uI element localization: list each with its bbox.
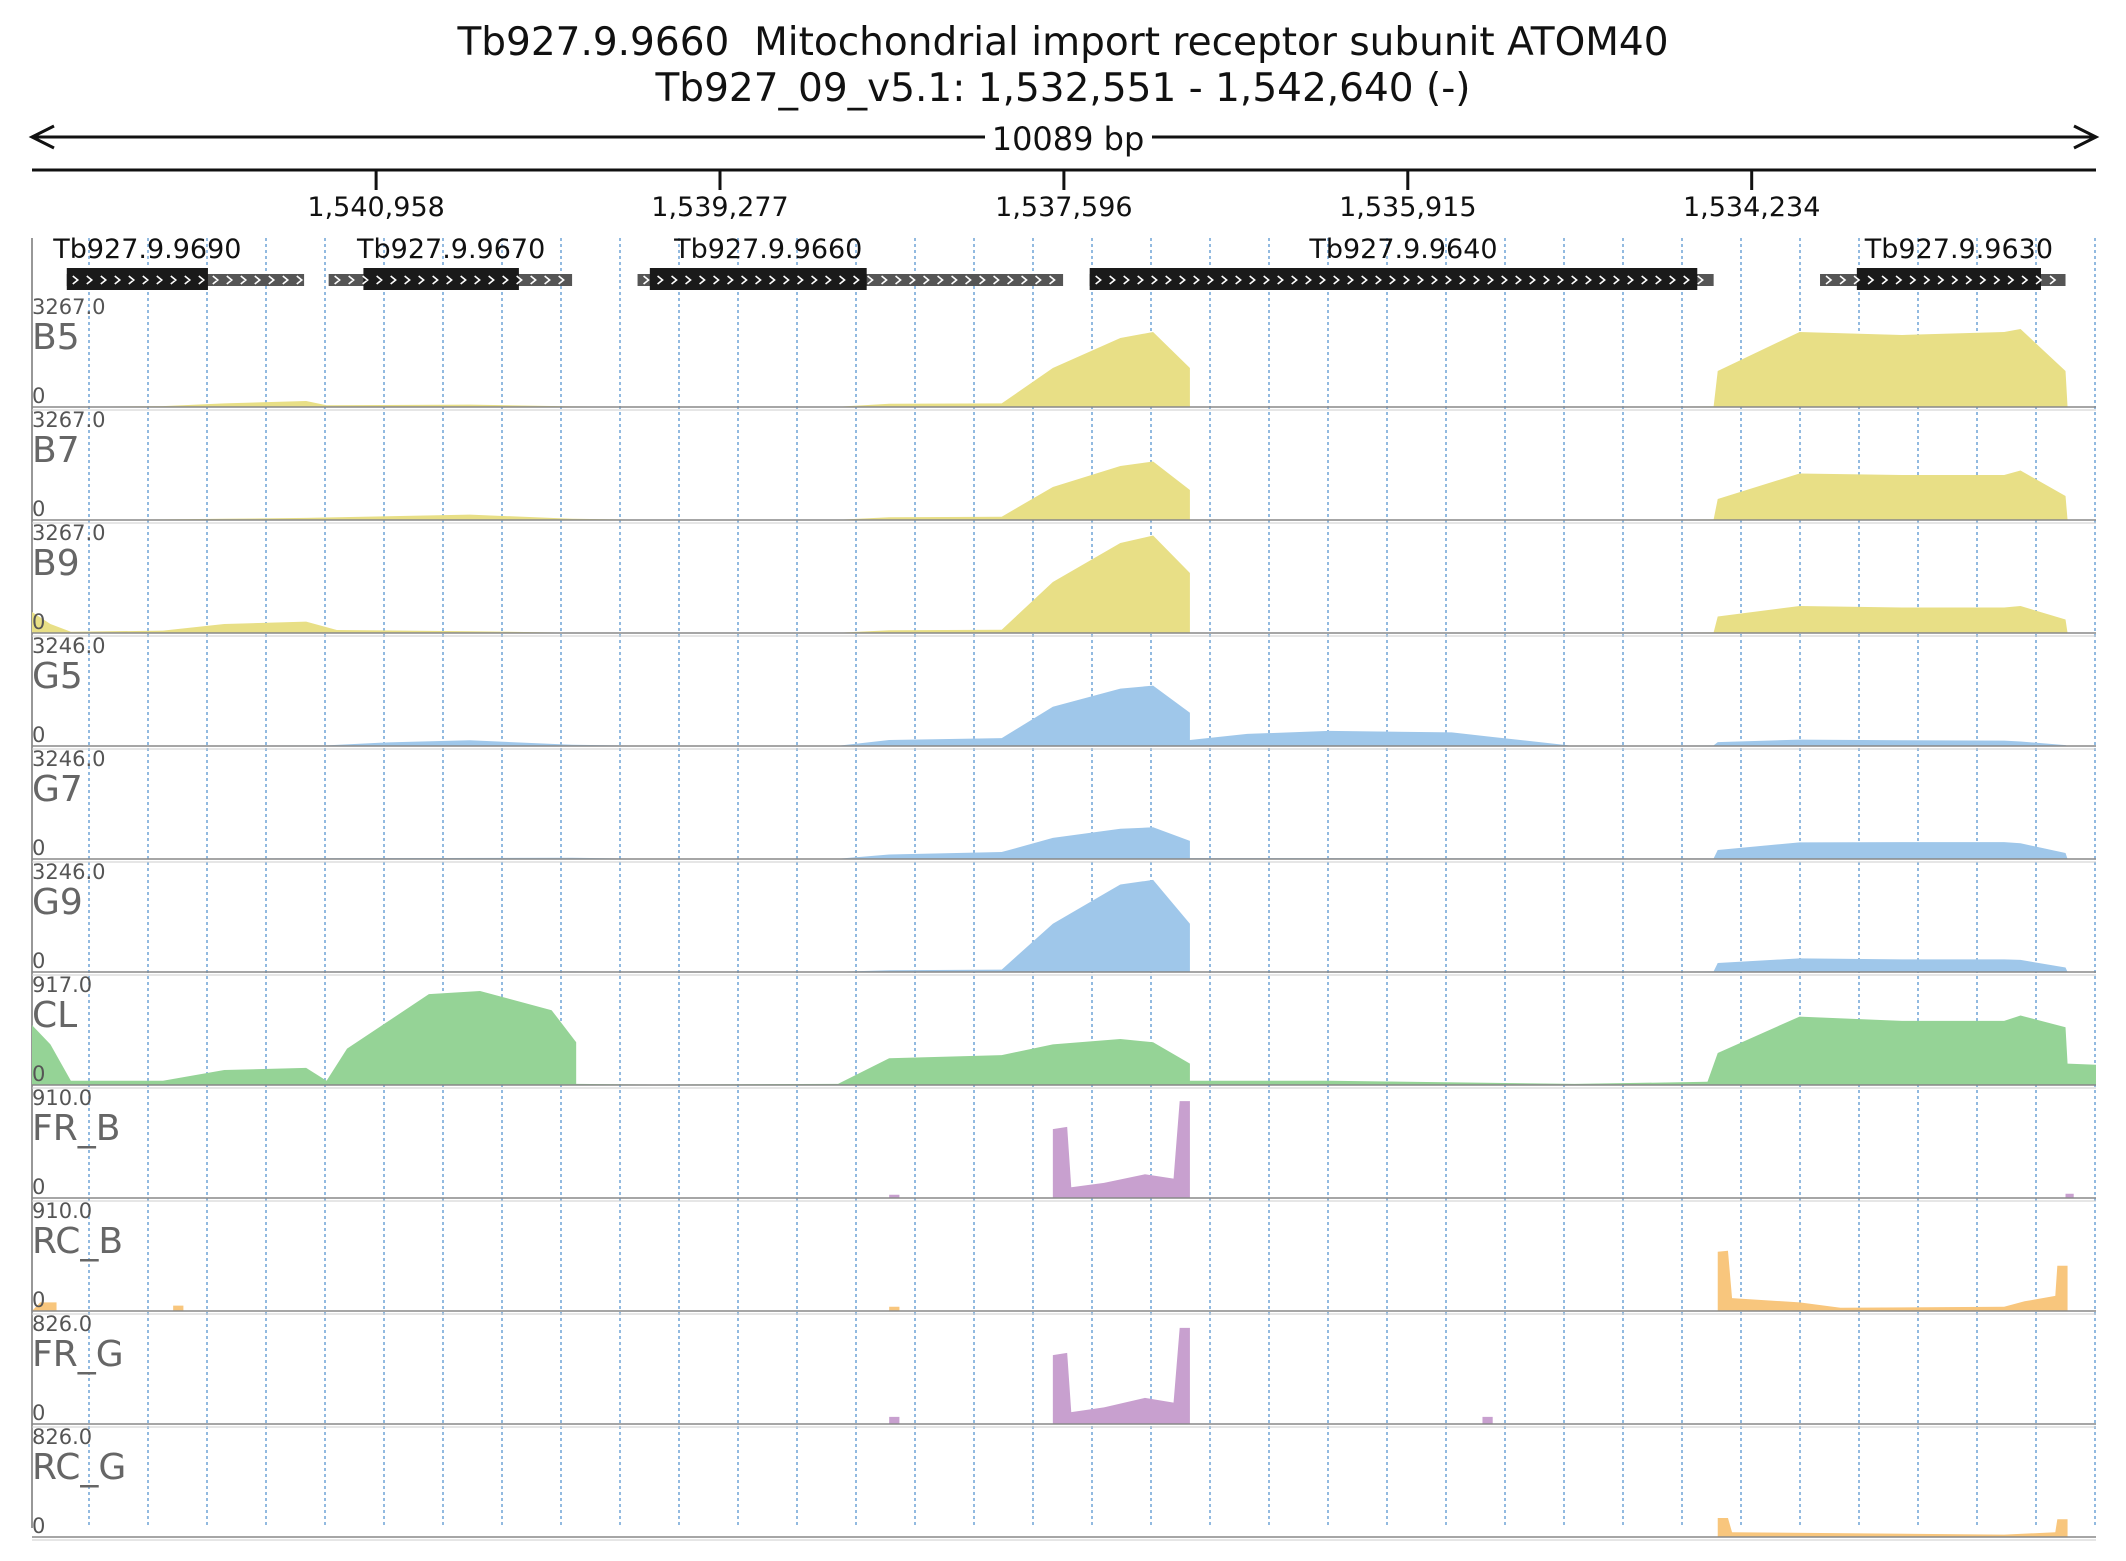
track-name: RC_G <box>32 1447 126 1488</box>
track-b7: 3267.0B7 0 <box>32 408 2096 524</box>
strand-arrows <box>72 275 304 285</box>
strand-arrows <box>643 275 1056 285</box>
gene-label: Tb927.9.9630 <box>1864 234 2053 265</box>
ruler-ticks: 1,540,958 1,539,277 1,537,596 1,535,915 1,53… <box>307 170 1820 223</box>
track-rc-g: 826.0RC_G 0 <box>32 1425 2096 1541</box>
track-min-label: 0 <box>32 949 45 973</box>
track-max-label: 917.0 <box>32 973 92 997</box>
gene-cds <box>66 268 208 290</box>
coverage-tracks: 3267.0B503267.0B703267.0B903246.0G503246… <box>32 295 2096 1541</box>
track-name: RC_B <box>32 1221 123 1262</box>
track-name: G5 <box>32 656 83 697</box>
track-min-label: 0 <box>32 1062 45 1086</box>
scale-arrow-left-head <box>28 124 55 150</box>
coverage-area <box>32 329 2096 407</box>
gene-label: Tb927.9.9690 <box>52 234 241 265</box>
track-min-label: 0 <box>32 384 45 408</box>
track-min-label: 0 <box>32 1514 45 1538</box>
gene: Tb927.9.9630 <box>1820 234 2066 290</box>
gene-cds <box>1856 268 2041 290</box>
title-gene: Tb927.9.9660 Mitochondrial import recept… <box>457 20 1669 65</box>
track-g5: 3246.0G5 0 <box>32 634 2096 750</box>
track-max-label: 3246.0 <box>32 634 105 658</box>
coverage-area <box>32 1250 2096 1311</box>
title-locus: Tb927_09_v5.1: 1,532,551 - 1,542,640 (-) <box>655 66 1471 111</box>
coverage-area <box>32 827 2096 859</box>
track-min-label: 0 <box>32 836 45 860</box>
scale-bar: 10089 bp <box>28 120 2100 158</box>
gene: Tb927.9.9640 <box>1089 234 1714 290</box>
gene-track: Tb927.9.9690 Tb927.9.9670 Tb927.9.9660 Tb92… <box>52 234 2066 290</box>
track-min-label: 0 <box>32 1175 45 1199</box>
ruler-tick-label: 1,535,915 <box>1339 192 1476 223</box>
coverage-area <box>32 990 2096 1085</box>
track-min-label: 0 <box>32 1288 45 1312</box>
coverage-area <box>32 461 2096 520</box>
track-name: FR_G <box>32 1334 124 1375</box>
track-g9: 3246.0G9 0 <box>32 860 2096 976</box>
strand-arrows <box>1825 275 2057 285</box>
track-max-label: 910.0 <box>32 1199 92 1223</box>
track-min-label: 0 <box>32 723 45 747</box>
track-max-label: 3267.0 <box>32 521 105 545</box>
track-name: FR_B <box>32 1108 120 1149</box>
coverage-area <box>32 879 2096 972</box>
gene: Tb927.9.9670 <box>328 234 573 290</box>
track-name: CL <box>32 995 77 1036</box>
track-b5: 3267.0B5 0 <box>32 295 2096 411</box>
grid-lines <box>31 238 2096 1528</box>
track-max-label: 910.0 <box>32 1086 92 1110</box>
track-min-label: 0 <box>32 497 45 521</box>
scale-arrow-right-head <box>2073 124 2100 150</box>
ruler-tick-label: 1,534,234 <box>1683 192 1820 223</box>
track-min-label: 0 <box>32 1401 45 1425</box>
strand-arrows <box>334 275 565 285</box>
figure-title: Tb927.9.9660 Mitochondrial import recept… <box>0 20 2126 112</box>
track-name: G9 <box>32 882 83 923</box>
track-name: B5 <box>32 317 80 358</box>
gene-label: Tb927.9.9670 <box>356 234 545 265</box>
track-name: B7 <box>32 430 80 471</box>
scale-length-label: 10089 bp <box>992 120 1145 158</box>
track-max-label: 3246.0 <box>32 747 105 771</box>
track-max-label: 826.0 <box>32 1425 92 1449</box>
gene: Tb927.9.9660 <box>637 234 1064 290</box>
ruler-tick-label: 1,537,596 <box>995 192 1132 223</box>
track-max-label: 826.0 <box>32 1312 92 1336</box>
gene-label: Tb927.9.9640 <box>1308 234 1497 265</box>
track-fr-b: 910.0FR_B 0 <box>32 1086 2096 1202</box>
track-b9: 3267.0B9 0 <box>32 521 2096 637</box>
coverage-area <box>32 1518 2096 1537</box>
coverage-area <box>32 1327 2096 1424</box>
track-max-label: 3267.0 <box>32 295 105 319</box>
coverage-area <box>32 685 2096 746</box>
track-name: B9 <box>32 543 80 584</box>
coverage-area <box>32 535 2096 633</box>
coverage-area <box>32 1101 2096 1198</box>
gene-label: Tb927.9.9660 <box>673 234 862 265</box>
track-fr-g: 826.0FR_G 0 <box>32 1312 2096 1428</box>
track-cl: 917.0CL 0 <box>32 973 2096 1089</box>
gene-cds <box>363 268 519 290</box>
track-rc-b: 910.0RC_B 0 <box>32 1199 2096 1315</box>
track-name: G7 <box>32 769 83 810</box>
gene: Tb927.9.9690 <box>52 234 305 290</box>
track-g7: 3246.0G7 0 <box>32 747 2096 863</box>
track-max-label: 3267.0 <box>32 408 105 432</box>
strand-arrows <box>1095 275 1704 285</box>
ruler-tick-label: 1,540,958 <box>307 192 444 223</box>
track-min-label: 0 <box>32 610 45 634</box>
ruler-tick-label: 1,539,277 <box>651 192 788 223</box>
track-max-label: 3246.0 <box>32 860 105 884</box>
